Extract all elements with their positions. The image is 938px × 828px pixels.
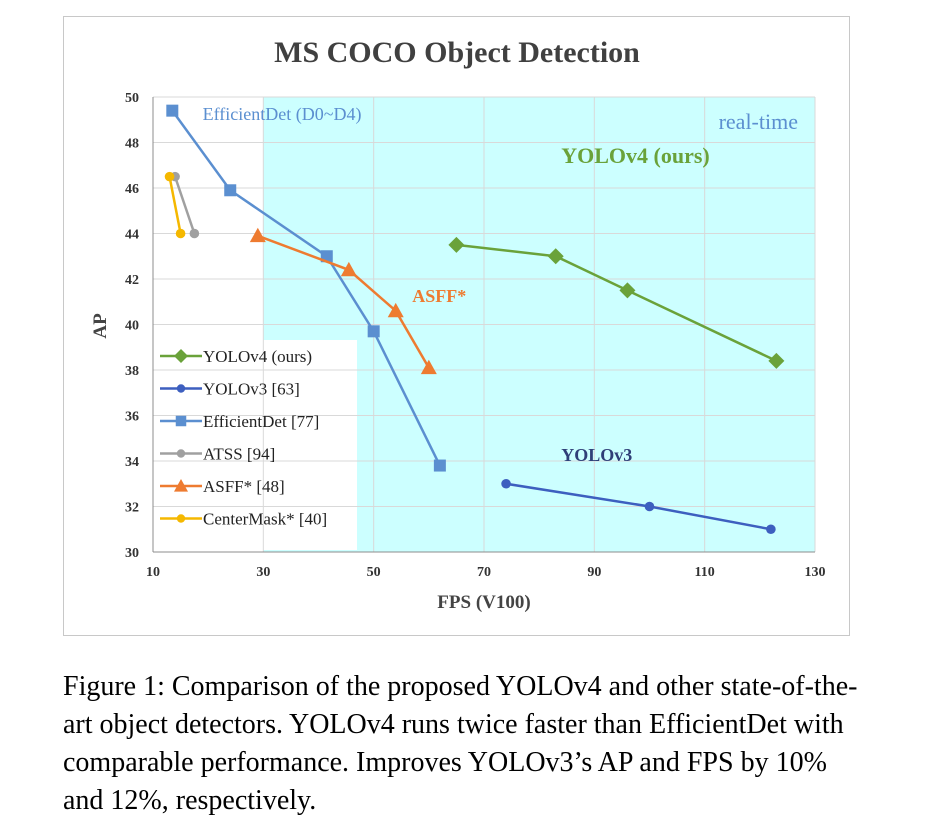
x-tick-label: 90 (587, 565, 601, 580)
y-tick-label: 40 (125, 319, 139, 334)
legend: YOLOv4 (ours) YOLOv3 [63] EfficientDet [77… (160, 347, 327, 529)
series-layer (164, 104, 785, 535)
axes (152, 97, 815, 553)
chart-title: MS COCO Object Detection (274, 36, 640, 69)
legend-background (157, 340, 357, 550)
series-point (644, 501, 655, 512)
series-point (547, 248, 564, 265)
series-1 (501, 478, 776, 535)
legend-marker (176, 514, 186, 523)
series-2 (166, 104, 446, 472)
series-point (189, 228, 200, 239)
series-line (257, 234, 430, 369)
y-tick-label: 32 (125, 501, 139, 516)
legend-marker (174, 479, 188, 492)
series-annotation: EfficientDet (D0~D4) (203, 104, 362, 125)
legend-label: EfficientDet [77] (203, 412, 319, 431)
series-point (433, 459, 446, 472)
series-5 (164, 171, 186, 239)
x-tick-label: 70 (477, 565, 491, 580)
x-tick-label: 10 (146, 565, 160, 580)
series-point (501, 478, 511, 489)
series-point (420, 359, 437, 375)
y-tick-label: 30 (125, 546, 139, 561)
y-tick-label: 34 (125, 455, 139, 470)
y-tick-label: 46 (125, 182, 139, 197)
series-line (456, 243, 777, 363)
series-annotation: YOLOv4 (ours) (561, 143, 710, 168)
y-tick-label: 50 (125, 91, 139, 106)
real-time-label: real-time (719, 109, 798, 134)
x-tick-label: 30 (256, 565, 270, 580)
series-point (448, 236, 465, 253)
y-tick-label: 38 (125, 364, 139, 379)
series-point (175, 228, 186, 239)
legend-label: ATSS [94] (203, 445, 275, 464)
series-line (173, 176, 196, 234)
legend-marker (174, 349, 188, 363)
legend-label: YOLOv4 (ours) (203, 347, 312, 366)
series-line (168, 176, 182, 234)
series-4 (249, 227, 437, 375)
tick-labels: 10 30 50 70 90 110 130 30 32 34 36 38 40 42 44 46 48 50 (125, 91, 826, 580)
y-tick-label: 42 (125, 273, 139, 288)
series-point (768, 352, 785, 369)
legend-marker (175, 415, 187, 427)
annotations: YOLOv4 (ours) YOLOv3 EfficientDet (D0~D4) A… (203, 104, 710, 465)
series-point (367, 325, 380, 338)
legend-item: ATSS [94] (160, 445, 275, 464)
legend-label: CenterMask* [40] (203, 510, 327, 529)
chart: 10 30 50 70 90 110 130 30 32 34 36 38 40 42 44 46 48 50 Y… (90, 36, 826, 613)
series-0 (448, 236, 785, 369)
legend-marker (176, 384, 186, 393)
series-annotation: ASFF* (412, 286, 466, 306)
y-axis-title: AP (90, 313, 111, 339)
legend-item: EfficientDet [77] (160, 412, 319, 431)
y-tick-label: 44 (125, 228, 139, 243)
legend-label: YOLOv3 [63] (203, 380, 300, 399)
legend-item: CenterMask* [40] (160, 510, 327, 529)
x-tick-label: 110 (695, 565, 715, 580)
legend-item: YOLOv4 (ours) (160, 347, 312, 366)
series-point (164, 171, 175, 182)
series-point (766, 524, 776, 535)
series-point (166, 104, 179, 117)
legend-label: ASFF* [48] (203, 477, 285, 496)
series-point (224, 184, 237, 197)
series-point (249, 227, 266, 243)
series-point (387, 302, 404, 318)
series-point (340, 261, 357, 277)
x-tick-label: 50 (367, 565, 381, 580)
y-tick-label: 36 (125, 410, 139, 425)
legend-marker (176, 449, 186, 458)
legend-item: YOLOv3 [63] (160, 380, 300, 399)
series-annotation: YOLOv3 (561, 445, 632, 465)
legend-item: ASFF* [48] (160, 477, 285, 496)
figure-caption: Figure 1: Comparison of the proposed YOL… (63, 671, 858, 816)
y-tick-label: 48 (125, 137, 139, 152)
x-tick-label: 130 (805, 565, 826, 580)
x-axis-title: FPS (V100) (437, 592, 530, 613)
series-point (619, 282, 636, 299)
